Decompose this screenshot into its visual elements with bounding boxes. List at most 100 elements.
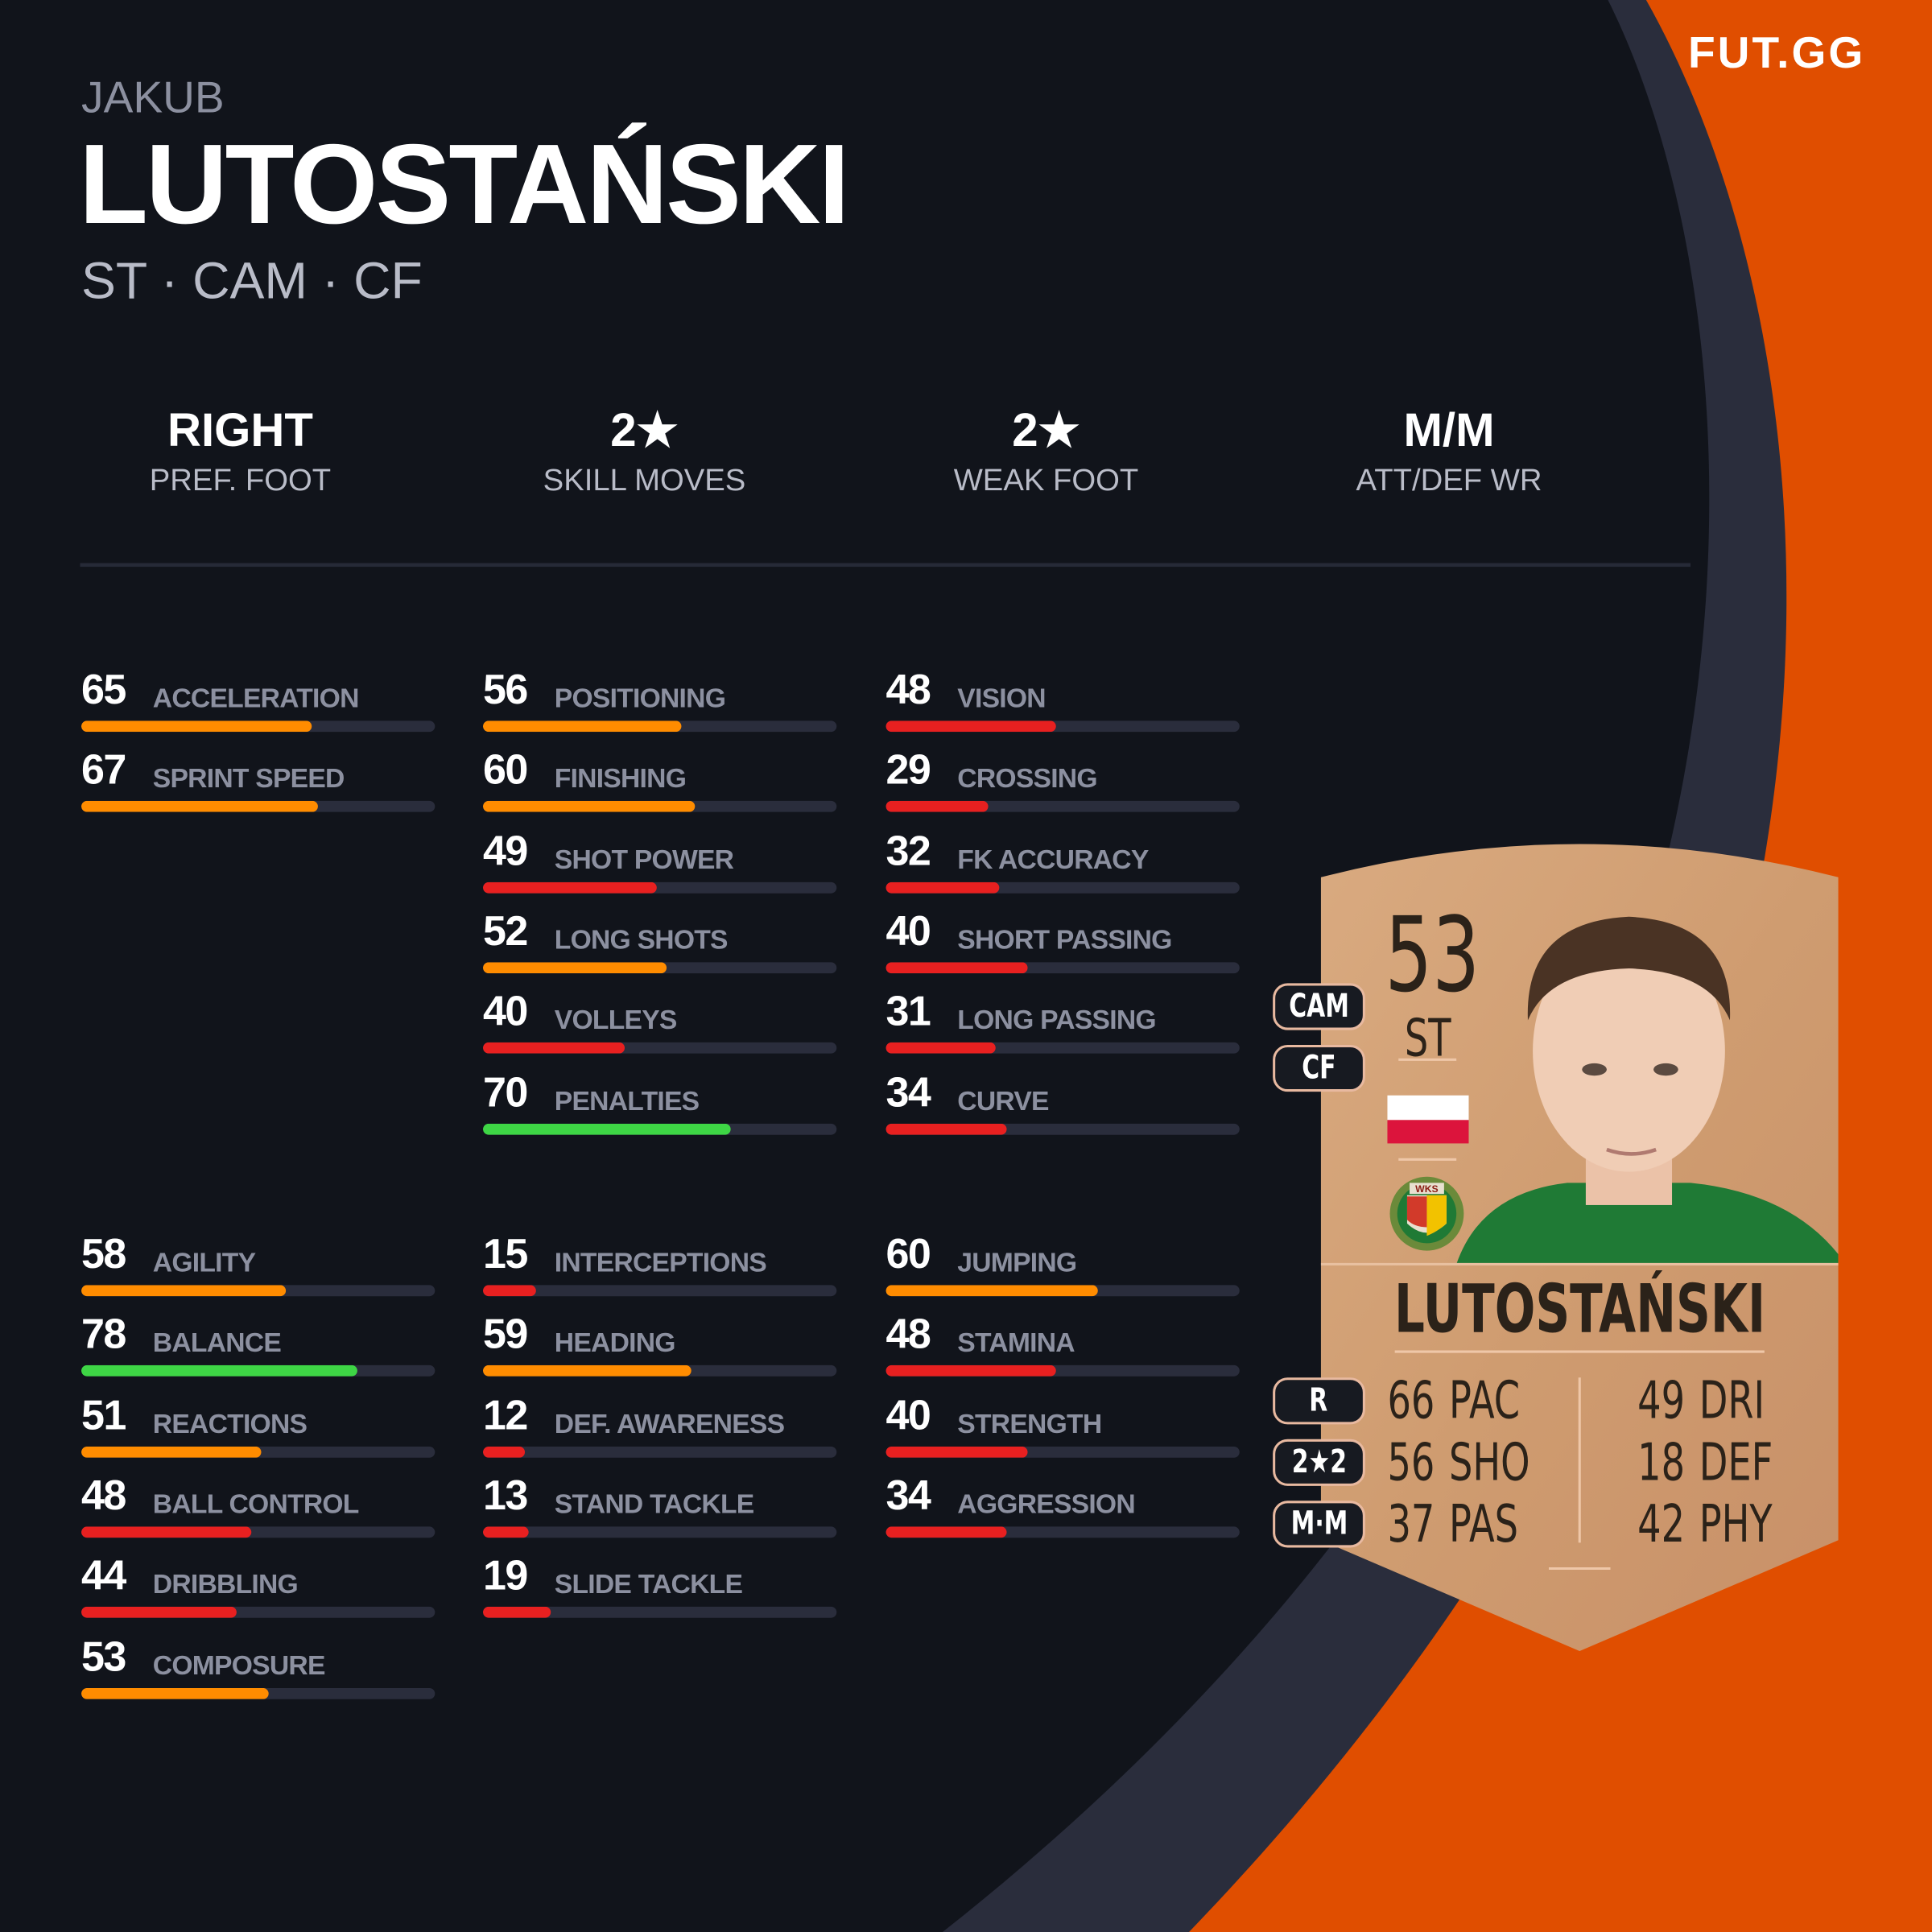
stat-value: 56	[482, 667, 528, 714]
divider	[80, 563, 1690, 568]
stat-bar-fill	[482, 962, 667, 974]
fut-gg-logo: FUT.GG	[1687, 27, 1866, 78]
trait-value: RIGHT	[167, 405, 313, 457]
stat-value: 40	[886, 1391, 931, 1439]
stat-bar	[81, 1687, 436, 1699]
stat-label: POSITIONING	[554, 682, 726, 714]
trait-value: M/M	[1403, 405, 1495, 457]
card-stat-value: 66	[1387, 1370, 1435, 1431]
stat-interceptions: 15 INTERCEPTIONS	[482, 1231, 837, 1310]
stat-bar-fill	[886, 1446, 1028, 1458]
stat-label: CURVE	[957, 1084, 1049, 1116]
stat-fk-accuracy: 32 FK ACCURACY	[886, 828, 1240, 906]
stat-bar-fill	[886, 881, 1000, 894]
skills-label: 2★2	[1291, 1443, 1347, 1481]
stat-aggression: 34 AGGRESSION	[886, 1472, 1240, 1551]
stat-jumping: 60 JUMPING	[886, 1231, 1240, 1310]
card-stat-label-text: SHO	[1448, 1431, 1530, 1492]
workrates-label: M·M	[1290, 1505, 1348, 1543]
stat-label: SHORT PASSING	[957, 923, 1172, 956]
stat-bar	[482, 1042, 837, 1054]
trait-skill-moves: 2★ SKILL MOVES	[460, 405, 829, 498]
stat-bar-fill	[81, 1607, 237, 1618]
stat-bar-fill	[886, 1526, 1006, 1538]
stat-label: FINISHING	[554, 762, 687, 795]
stat-label: DEF. AWARENESS	[554, 1407, 785, 1439]
stat-value: 59	[482, 1311, 528, 1359]
card-stat-value: 42	[1637, 1493, 1686, 1554]
stat-value: 52	[482, 907, 528, 956]
stat-value: 32	[886, 827, 931, 875]
stat-label: STRENGTH	[957, 1407, 1102, 1439]
workrates-badge: M·M	[1273, 1501, 1365, 1548]
foot-label: R	[1310, 1382, 1329, 1420]
card-stat-def: 18	[1637, 1431, 1703, 1492]
trait-label: PREF. FOOT	[149, 463, 332, 498]
stat-agility: 58 AGILITY	[81, 1231, 436, 1310]
card-rating: 53	[1385, 894, 1517, 1016]
stat-bar-fill	[482, 1365, 692, 1377]
stat-label: VISION	[957, 682, 1046, 714]
card-stat-label: DRI	[1699, 1374, 1790, 1426]
stat-bar-fill	[886, 1365, 1056, 1377]
stat-bar	[81, 1446, 436, 1458]
stat-long-shots: 52 LONG SHOTS	[482, 908, 837, 987]
player-photo	[1456, 916, 1839, 1265]
stat-shot-power: 49 SHOT POWER	[482, 828, 837, 906]
stat-bar	[482, 801, 837, 813]
stat-label: LONG SHOTS	[554, 923, 729, 956]
stat-bar-fill	[482, 881, 657, 894]
card-stat-value: 37	[1387, 1493, 1435, 1554]
stat-value: 34	[886, 1068, 931, 1116]
stat-label: REACTIONS	[152, 1407, 308, 1439]
card-stat-pas: 37	[1387, 1493, 1453, 1554]
stat-bar-fill	[482, 801, 696, 813]
stat-bar	[81, 1285, 436, 1297]
stat-penalties: 70 PENALTIES	[482, 1069, 837, 1148]
stat-def-awareness: 12 DEF. AWARENESS	[482, 1392, 837, 1471]
trait-value: 2★	[610, 405, 679, 457]
positions: ST · CAM · CF	[81, 251, 423, 310]
card-name-value: LUTOSTAŃSKI	[1393, 1270, 1765, 1348]
stat-label: LONG PASSING	[957, 1004, 1156, 1036]
stat-value: 34	[886, 1472, 931, 1520]
stat-bar	[886, 1123, 1240, 1134]
stat-bar-fill	[482, 1446, 526, 1458]
card-rating-value: 53	[1385, 894, 1480, 1016]
trait-label: WEAK FOOT	[953, 463, 1139, 498]
trait-label: ATT/DEF WR	[1356, 463, 1542, 498]
card-position: ST	[1405, 1012, 1469, 1064]
stat-label: VOLLEYS	[554, 1004, 678, 1036]
stat-ball-control: 48 BALL CONTROL	[81, 1472, 436, 1551]
stat-value: 78	[81, 1311, 126, 1359]
stat-bar	[886, 1446, 1240, 1458]
stat-bar	[482, 720, 837, 733]
stat-label: JUMPING	[957, 1246, 1077, 1278]
trait-label: SKILL MOVES	[543, 463, 746, 498]
stat-value: 60	[886, 1231, 931, 1278]
stat-bar	[81, 801, 436, 813]
stat-label: STAND TACKLE	[554, 1488, 754, 1520]
stat-value: 51	[81, 1391, 126, 1439]
stat-bar-fill	[81, 1526, 251, 1538]
stat-value: 48	[886, 667, 931, 714]
stat-value: 67	[81, 747, 126, 795]
stat-bar	[886, 1285, 1240, 1297]
stat-label: COMPOSURE	[152, 1649, 326, 1680]
stat-vision: 48 VISION	[886, 667, 1240, 745]
stat-bar-fill	[482, 1285, 536, 1297]
stat-bar-fill	[886, 801, 989, 813]
card-stat-label-text: PAC	[1448, 1370, 1521, 1431]
stat-strength: 40 STRENGTH	[886, 1392, 1240, 1471]
alt-position-label: CAM	[1289, 988, 1349, 1026]
stat-bar-fill	[482, 1042, 625, 1054]
stat-bar	[81, 1526, 436, 1538]
stat-crossing: 29 CROSSING	[886, 747, 1240, 826]
card-stat-value: 49	[1637, 1370, 1686, 1431]
stat-bar-fill	[886, 962, 1028, 974]
stat-label: FK ACCURACY	[957, 843, 1149, 875]
stat-value: 49	[482, 827, 528, 875]
stat-composure: 53 COMPOSURE	[81, 1633, 436, 1712]
card-stat-value: 18	[1637, 1431, 1686, 1492]
stat-bar	[81, 1365, 436, 1377]
